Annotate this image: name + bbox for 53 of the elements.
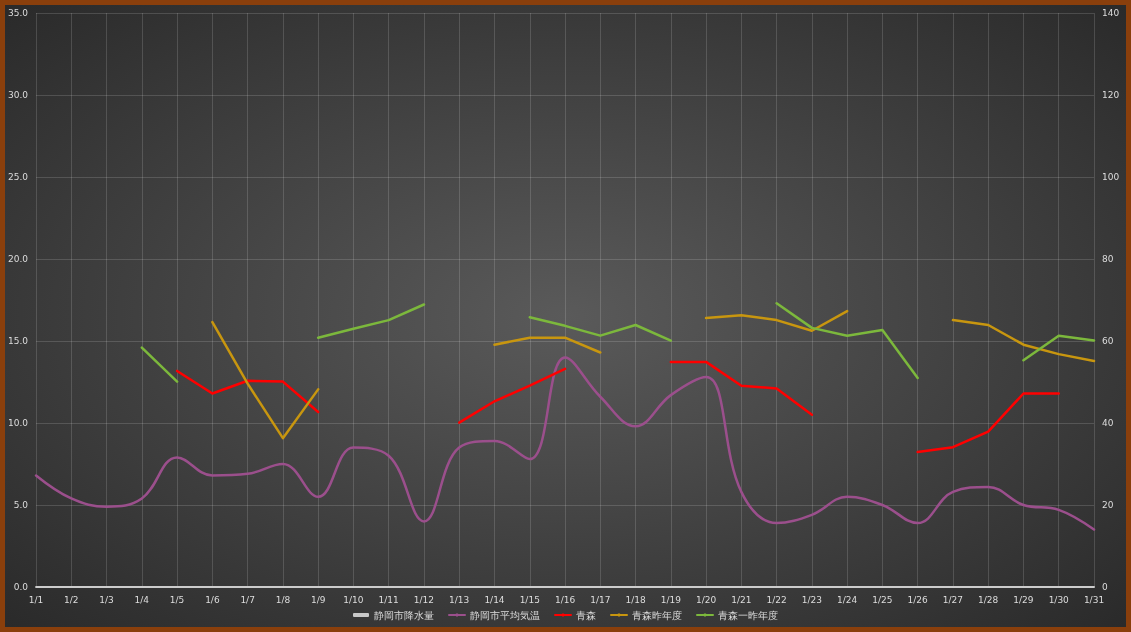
x-tick-label: 1/13: [449, 594, 470, 605]
x-tick-label: 1/7: [240, 594, 255, 605]
x-tick-label: 1/3: [99, 594, 114, 605]
y2-tick-label: 140: [1102, 8, 1120, 18]
y-tick-label: 10.0: [7, 418, 29, 428]
x-tick-label: 1/12: [413, 594, 435, 605]
x-tick-label: 1/28: [978, 594, 999, 605]
legend-label: 静岡市平均気温: [470, 609, 540, 621]
x-tick-label: 1/11: [378, 594, 399, 605]
x-tick-label: 1/17: [590, 594, 611, 605]
x-tick-label: 1/14: [484, 594, 505, 605]
x-tick-label: 1/26: [907, 594, 929, 605]
y-tick-label: 0.0: [13, 582, 29, 592]
x-tick-label: 1/6: [205, 594, 220, 605]
x-tick-label: 1/8: [275, 594, 291, 605]
y2-tick-label: 40: [1102, 418, 1114, 428]
x-tick-label: 1/18: [625, 594, 646, 605]
y2-tick-label: 0: [1102, 582, 1108, 592]
y2-tick-label: 120: [1102, 90, 1120, 100]
x-tick-label: 1/25: [872, 594, 893, 605]
x-tick-label: 1/30: [1048, 594, 1070, 605]
legend-label: 青森: [576, 609, 596, 621]
y2-tick-label: 100: [1102, 172, 1120, 182]
y-tick-label: 25.0: [7, 172, 29, 182]
x-tick-label: 1/19: [660, 594, 682, 605]
x-tick-label: 1/23: [801, 594, 822, 605]
legend-label: 青森昨年度: [632, 609, 682, 621]
x-tick-label: 1/10: [343, 594, 364, 605]
x-tick-label: 1/2: [64, 594, 79, 605]
x-tick-label: 1/5: [169, 594, 185, 605]
y-tick-label: 15.0: [7, 336, 29, 346]
x-tick-label: 1/16: [554, 594, 576, 605]
x-tick-label: 1/29: [1013, 594, 1034, 605]
x-tick-label: 1/21: [731, 594, 752, 605]
y-tick-label: 35.0: [7, 8, 29, 18]
y2-tick-label: 80: [1102, 254, 1114, 264]
y-tick-label: 30.0: [7, 90, 29, 100]
x-tick-label: 1/22: [766, 594, 787, 605]
x-tick-label: 1/27: [942, 594, 964, 605]
x-tick-label: 1/15: [519, 594, 540, 605]
y-tick-label: 5.0: [13, 500, 29, 510]
x-tick-label: 1/4: [134, 594, 150, 605]
x-tick-label: 1/24: [837, 594, 858, 605]
y2-tick-label: 20: [1102, 500, 1114, 510]
x-tick-label: 1/31: [1083, 594, 1105, 605]
x-tick-label: 1/20: [695, 594, 717, 605]
legend-label: 青森一昨年度: [718, 609, 778, 621]
y-tick-label: 20.0: [7, 254, 29, 264]
line-series: [34, 356, 1096, 531]
legend-label: 静岡市降水量: [374, 609, 434, 621]
x-tick-label: 1/9: [310, 594, 326, 605]
x-tick-label: 1/1: [28, 594, 44, 605]
y2-tick-label: 60: [1102, 336, 1114, 346]
